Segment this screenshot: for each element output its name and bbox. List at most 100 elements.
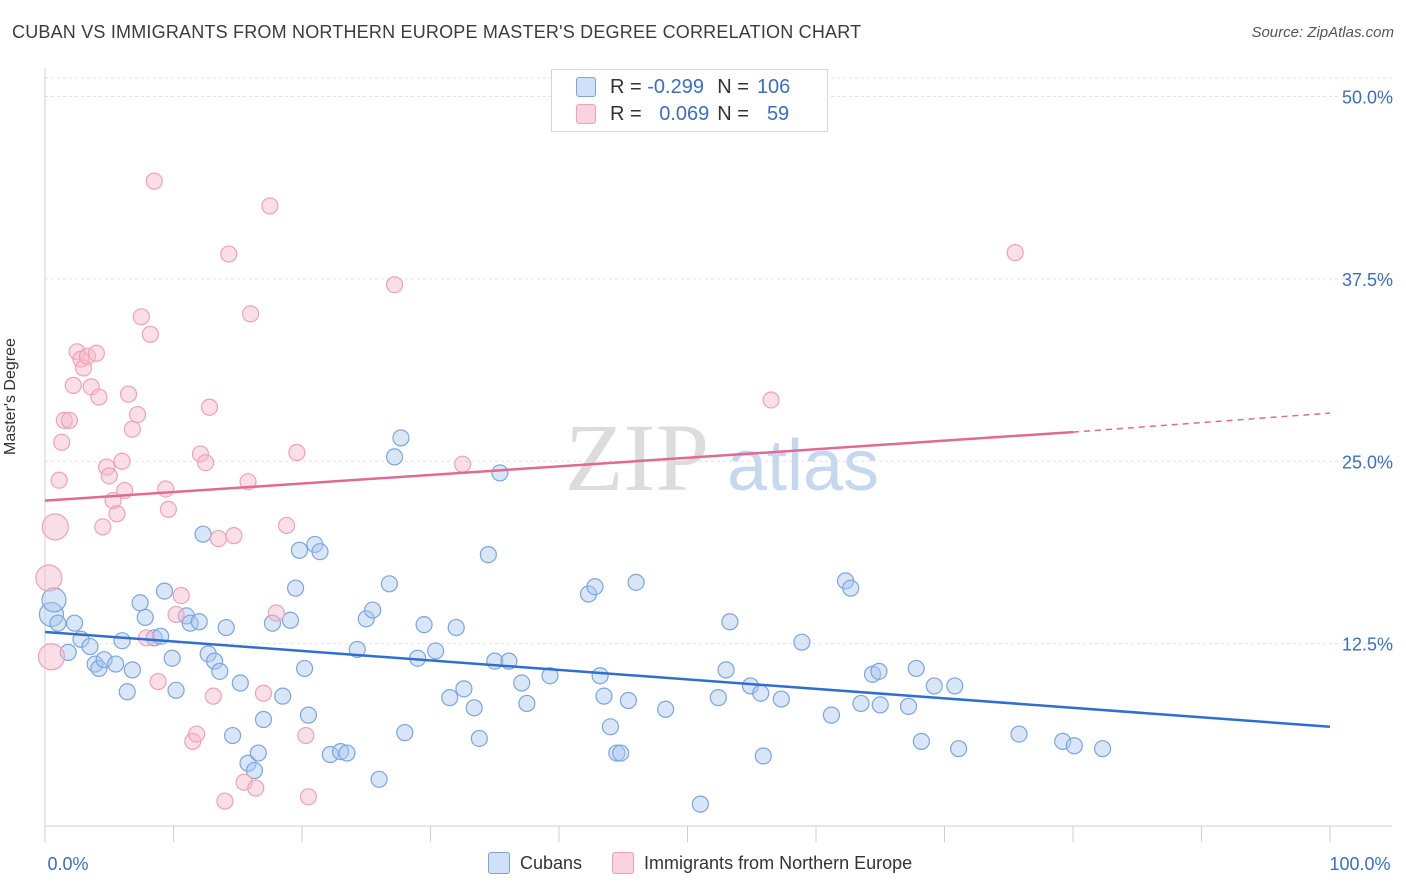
stats-legend: R = -0.299 N = 106 R = 0.069 N = 59 [551, 69, 828, 132]
legend-item-cubans[interactable]: Cubans [488, 852, 582, 874]
point-northern-europe [197, 454, 215, 472]
point-northern-europe [132, 308, 150, 326]
point-cubans [311, 543, 329, 561]
point-northern-europe [188, 725, 206, 743]
point-cubans [427, 642, 445, 660]
point-cubans [385, 448, 404, 466]
point-northern-europe [254, 684, 273, 702]
point-northern-europe [53, 433, 71, 451]
legend-swatch-northern-europe [576, 104, 596, 124]
point-northern-europe [41, 513, 69, 541]
point-cubans [286, 579, 305, 597]
point-cubans [321, 745, 339, 764]
point-northern-europe [108, 505, 126, 523]
y-tick-label: 12.5% [1342, 635, 1393, 655]
point-cubans [415, 616, 433, 634]
point-cubans [254, 710, 273, 729]
point-cubans [912, 732, 930, 750]
point-cubans [107, 655, 125, 673]
point-cubans [447, 618, 465, 637]
point-northern-europe [60, 411, 79, 429]
y-tick-label: 37.5% [1342, 270, 1393, 290]
point-cubans [295, 659, 314, 678]
point-cubans [190, 613, 208, 631]
point-northern-europe [762, 391, 780, 409]
point-cubans [1065, 737, 1083, 755]
r-label: R = [610, 75, 642, 98]
point-cubans [338, 744, 356, 762]
point-cubans [370, 770, 388, 788]
point-northern-europe [35, 564, 63, 592]
point-cubans [380, 575, 398, 593]
point-cubans [513, 674, 531, 692]
point-cubans [899, 697, 918, 715]
point-cubans [627, 573, 645, 591]
point-cubans [586, 578, 604, 596]
point-northern-europe [167, 605, 185, 624]
point-cubans [131, 594, 149, 612]
point-northern-europe [261, 197, 279, 215]
point-northern-europe [94, 518, 112, 536]
point-northern-europe [145, 172, 163, 190]
point-cubans [155, 582, 174, 600]
watermark: ZIP atlas [565, 404, 879, 511]
stats-row-northern-europe: R = 0.069 N = 59 [576, 102, 789, 126]
point-northern-europe [149, 672, 167, 691]
point-northern-europe [128, 405, 147, 424]
point-northern-europe [1006, 244, 1024, 262]
point-cubans [455, 680, 473, 698]
point-cubans [181, 614, 199, 632]
stats-row-cubans: R = -0.299 N = 106 [576, 75, 790, 99]
x-tick-label: 100.0% [1329, 854, 1390, 874]
n-value: 59 [766, 102, 790, 125]
point-northern-europe [37, 643, 66, 671]
point-northern-europe [209, 529, 228, 548]
point-cubans [541, 667, 559, 685]
point-cubans [167, 681, 185, 699]
point-northern-europe [119, 385, 138, 403]
point-northern-europe [64, 376, 82, 394]
point-cubans [465, 699, 483, 717]
chart-title: CUBAN VS IMMIGRANTS FROM NORTHERN EUROPE… [12, 22, 862, 42]
point-cubans [691, 795, 709, 813]
trend-line-northern-europe-extension [1072, 412, 1331, 433]
legend-swatch-cubans [576, 77, 596, 97]
point-cubans [1093, 740, 1112, 758]
point-northern-europe [242, 305, 260, 323]
point-cubans [591, 667, 609, 685]
point-cubans [211, 662, 229, 680]
y-tick-label: 25.0% [1342, 452, 1393, 472]
point-cubans [721, 613, 739, 631]
point-cubans [49, 614, 67, 632]
point-cubans [518, 694, 536, 713]
point-cubans [263, 614, 282, 632]
point-cubans [772, 690, 790, 708]
axes [44, 68, 1392, 842]
point-cubans [601, 718, 620, 736]
point-cubans [491, 464, 509, 482]
point-cubans [608, 744, 626, 762]
point-cubans [245, 761, 264, 780]
point-cubans [709, 689, 727, 707]
point-cubans [224, 726, 242, 745]
point-cubans [364, 601, 382, 619]
point-northern-europe [55, 411, 73, 429]
point-cubans [249, 744, 267, 762]
point-cubans [113, 632, 131, 650]
tick-labels: 12.5% 25.0% 37.5% 50.0% 0.0% 100.0% [47, 88, 1393, 875]
r-value: 0.069 [659, 102, 710, 125]
point-cubans [299, 706, 318, 724]
point-cubans [392, 429, 410, 447]
legend-label-cubans: Cubans [520, 852, 583, 873]
n-value: 106 [756, 75, 791, 98]
point-cubans [231, 674, 249, 692]
point-northern-europe [267, 604, 285, 622]
n-label: N = [717, 102, 749, 125]
point-northern-europe [247, 779, 265, 797]
point-cubans [118, 683, 136, 701]
point-cubans [870, 662, 888, 680]
point-cubans [907, 659, 925, 678]
legend-item-northern-europe[interactable]: Immigrants from Northern Europe [612, 852, 912, 874]
trend-line-northern-europe [44, 430, 1074, 502]
point-cubans [290, 541, 309, 559]
